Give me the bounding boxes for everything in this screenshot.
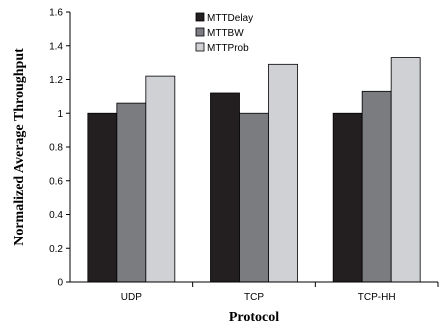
y-tick-label: 0.6 (49, 176, 63, 187)
y-tick-label: 0.8 (49, 143, 63, 154)
y-tick-label: 1.6 (49, 8, 63, 19)
y-tick-label: 1.2 (49, 75, 63, 86)
legend-label-mttdelay: MTTDelay (207, 13, 253, 24)
y-ticks-group: 0 0.2 0.4 0.6 0.8 1 1.2 1.4 1.6 (49, 8, 70, 289)
bar-mttbw-tcp-hh (361, 90, 392, 283)
bar-mttprob-udp (145, 75, 176, 283)
legend-swatch-mttprob (195, 42, 205, 52)
bar-mttdelay-tcp (210, 92, 240, 283)
legend: MTTDelay MTTBW MTTProb (195, 12, 253, 54)
legend-label-mttbw: MTTBW (207, 28, 244, 39)
bar-mttdelay-tcp-hh (332, 112, 363, 283)
y-tick-label: 0.2 (49, 244, 63, 255)
y-tick-label: 0.4 (49, 210, 63, 221)
y-axis-title: Normalized Average Throughput (12, 48, 27, 246)
bar-mttprob-tcp-hh (390, 57, 421, 283)
x-tick-label: TCP (244, 292, 264, 303)
legend-swatch-mttbw (195, 27, 205, 37)
bar-mttbw-udp (116, 102, 147, 283)
legend-swatch-mttdelay (195, 12, 205, 22)
y-tick-label: 1 (57, 109, 63, 120)
bars-group (87, 57, 421, 283)
x-tick-label: UDP (121, 292, 142, 303)
legend-label-mttprob: MTTProb (207, 43, 249, 54)
y-tick-label: 1.4 (49, 41, 63, 52)
x-axis-title: Protocol (229, 310, 279, 325)
bar-mttbw-tcp (239, 112, 269, 283)
bar-mttdelay-udp (87, 112, 118, 283)
x-ticks-group: UDP TCP TCP-HH (121, 282, 439, 303)
bar-mttprob-tcp (268, 63, 298, 283)
x-tick-label: TCP-HH (358, 292, 396, 303)
y-tick-label: 0 (57, 278, 63, 289)
